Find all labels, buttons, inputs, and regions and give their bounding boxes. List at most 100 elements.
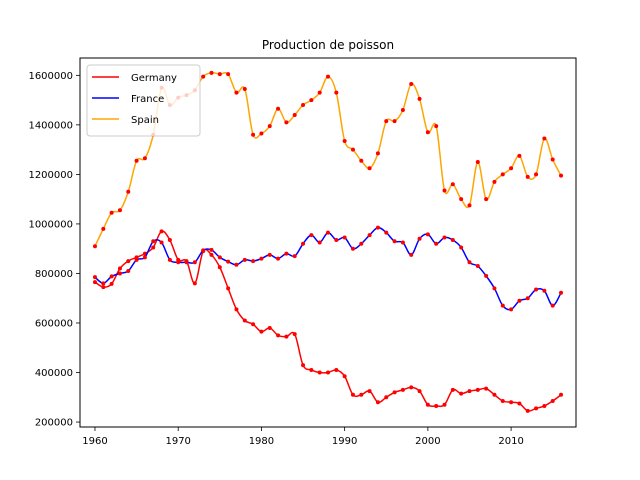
data-point-france-1983: [284, 251, 289, 256]
data-point-spain-1979: [251, 132, 256, 137]
data-point-germany-1982: [276, 333, 281, 338]
y-tick-label: 1000000: [28, 219, 73, 230]
data-point-spain-1986: [309, 98, 314, 103]
data-point-spain-1965: [134, 158, 139, 163]
data-point-france-2012: [525, 296, 530, 301]
data-point-germany-1983: [284, 334, 289, 339]
x-tick-label: 1960: [82, 436, 107, 447]
data-point-spain-1992: [359, 158, 364, 163]
data-point-spain-1962: [109, 210, 114, 215]
data-point-spain-2001: [434, 124, 439, 129]
data-point-germany-1963: [117, 266, 122, 271]
data-point-france-1986: [309, 233, 314, 238]
data-point-spain-1961: [101, 226, 106, 231]
data-point-germany-1986: [309, 368, 314, 373]
data-point-france-2004: [459, 245, 464, 250]
data-point-germany-1991: [350, 392, 355, 397]
data-point-france-1965: [134, 257, 139, 262]
y-tick-label: 800000: [35, 269, 73, 280]
data-point-spain-1960: [92, 244, 97, 249]
data-point-france-2003: [450, 238, 455, 243]
data-point-germany-2010: [509, 400, 514, 405]
legend: Germany France Spain: [86, 64, 201, 137]
data-point-france-1993: [367, 233, 372, 238]
data-point-france-1988: [326, 230, 330, 235]
data-point-germany-1976: [226, 286, 231, 291]
data-point-spain-2011: [517, 153, 522, 158]
data-point-france-1981: [267, 252, 272, 257]
data-point-spain-1975: [217, 72, 222, 77]
data-point-spain-1987: [317, 90, 322, 95]
data-point-france-1992: [359, 241, 364, 246]
data-point-germany-1974: [209, 252, 214, 257]
data-point-germany-2011: [517, 401, 522, 406]
data-point-germany-1989: [334, 368, 339, 373]
data-point-germany-2013: [534, 406, 539, 411]
data-point-spain-2013: [534, 172, 539, 177]
data-point-germany-1972: [192, 281, 197, 286]
data-point-france-1968: [159, 240, 164, 245]
data-point-france-1979: [251, 259, 256, 264]
data-point-france-1960: [92, 275, 97, 280]
data-point-france-1977: [234, 262, 239, 267]
data-point-spain-1973: [201, 74, 206, 79]
data-point-germany-2008: [492, 392, 497, 397]
y-tick-label: 200000: [35, 418, 73, 429]
data-point-france-1982: [276, 256, 281, 261]
data-point-germany-1995: [384, 395, 389, 400]
data-point-france-1971: [184, 260, 189, 265]
data-point-france-2015: [550, 303, 555, 308]
data-point-germany-1985: [301, 363, 306, 368]
data-point-spain-1976: [226, 72, 231, 77]
data-point-germany-2009: [500, 399, 505, 403]
data-point-germany-1968: [159, 229, 164, 234]
data-point-spain-1983: [284, 120, 289, 125]
x-tick-label: 2010: [498, 436, 523, 447]
data-point-spain-2006: [475, 160, 480, 165]
data-point-france-2006: [475, 264, 480, 269]
data-point-spain-1988: [326, 74, 330, 79]
data-point-france-2014: [542, 288, 547, 293]
data-point-france-1990: [342, 235, 347, 240]
data-point-france-1984: [292, 254, 297, 259]
y-tick-label: 600000: [35, 318, 73, 329]
data-point-spain-1977: [234, 90, 239, 95]
chart-title: Production de poisson: [262, 38, 394, 52]
data-point-germany-1980: [259, 329, 264, 334]
y-tick-label: 1400000: [28, 120, 73, 131]
data-point-france-1961: [101, 281, 106, 286]
data-point-germany-2002: [442, 402, 447, 407]
data-point-france-1987: [317, 240, 322, 245]
data-point-france-1973: [201, 248, 206, 253]
y-tick-label: 1200000: [28, 170, 73, 181]
data-point-spain-1996: [392, 119, 397, 124]
x-tick-label: 1990: [332, 436, 357, 447]
data-point-france-2007: [484, 273, 489, 278]
data-point-spain-2015: [550, 157, 555, 162]
data-point-germany-2006: [475, 387, 480, 392]
data-point-spain-2010: [509, 166, 514, 171]
data-point-germany-1984: [292, 332, 297, 337]
data-point-spain-1984: [292, 112, 297, 117]
data-point-spain-2003: [450, 182, 455, 187]
data-point-france-1975: [217, 255, 222, 260]
data-point-france-1970: [176, 260, 181, 265]
data-point-spain-2008: [492, 179, 497, 184]
data-point-germany-1969: [167, 238, 172, 243]
data-point-france-1991: [350, 246, 355, 251]
data-point-spain-1963: [117, 208, 122, 213]
legend-label-spain: Spain: [131, 115, 159, 126]
data-point-france-2011: [517, 298, 522, 303]
data-point-france-1995: [384, 230, 389, 235]
data-point-france-2013: [534, 287, 539, 292]
data-point-germany-2014: [542, 403, 547, 408]
data-point-germany-1978: [242, 318, 247, 323]
data-point-spain-1993: [367, 166, 372, 171]
data-point-spain-1981: [267, 124, 272, 129]
data-point-germany-1962: [109, 281, 114, 286]
data-point-germany-2003: [450, 387, 455, 392]
data-point-spain-1989: [334, 90, 339, 95]
data-point-germany-1990: [342, 374, 347, 379]
y-tick-label: 1600000: [28, 71, 73, 82]
